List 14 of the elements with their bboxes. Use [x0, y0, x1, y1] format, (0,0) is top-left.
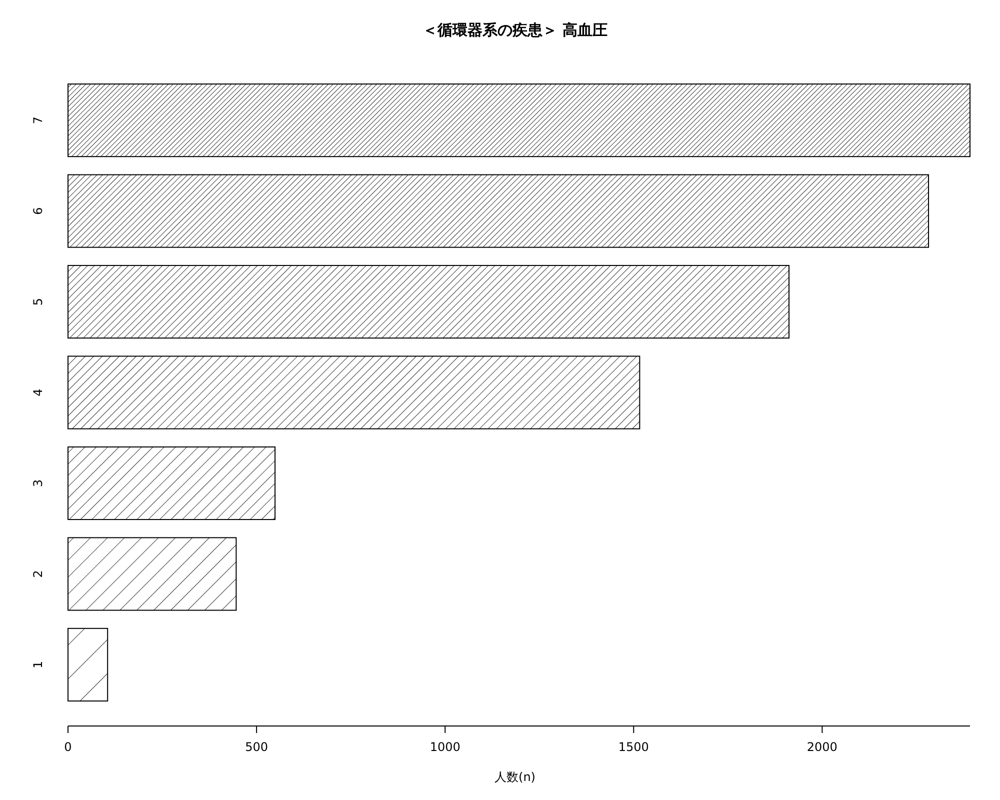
y-tick-label: 6	[31, 207, 45, 215]
y-tick-label: 3	[31, 479, 45, 488]
x-axis-title: 人数(n)	[494, 770, 536, 784]
x-tick-label: 0	[64, 740, 72, 754]
x-tick-label: 1000	[430, 740, 460, 754]
y-tick-label: 5	[31, 298, 45, 306]
x-tick-label: 500	[245, 740, 268, 754]
y-tick-label: 2	[31, 570, 45, 578]
chart-title: ＜循環器系の疾患＞ 高血圧	[422, 21, 608, 39]
y-tick-label: 4	[31, 388, 45, 396]
y-tick-label: 7	[31, 116, 45, 124]
x-tick-label: 2000	[806, 740, 838, 754]
y-tick-label: 1	[31, 660, 45, 669]
x-tick-label: 1500	[618, 740, 649, 754]
